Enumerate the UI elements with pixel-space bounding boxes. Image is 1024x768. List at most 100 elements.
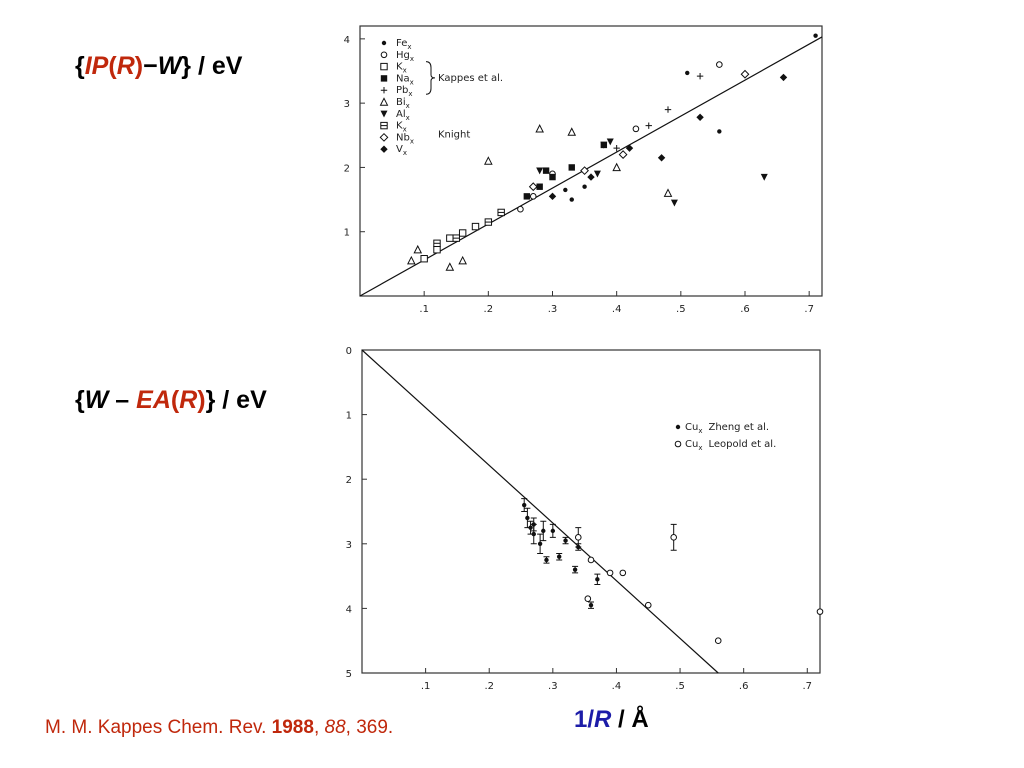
x-tick-label: .4 <box>612 681 622 692</box>
data-point <box>644 601 652 609</box>
data-point <box>645 122 652 129</box>
x-tick-label: .7 <box>803 681 813 692</box>
data-point <box>584 595 592 603</box>
data-point <box>550 528 556 534</box>
data-point <box>445 262 455 271</box>
data-point <box>587 173 595 181</box>
legend-marker <box>380 110 388 118</box>
x-tick-label: .4 <box>612 304 622 315</box>
data-point <box>600 141 608 149</box>
data-point <box>433 246 441 254</box>
legend-group-kappes: Kappes et al. <box>438 73 503 84</box>
legend-marker <box>380 145 388 153</box>
data-point <box>569 197 574 202</box>
data-point <box>484 218 493 226</box>
data-point <box>452 234 460 242</box>
data-point <box>618 150 628 159</box>
legend-subscript: x <box>410 137 414 145</box>
legend-subscript: x <box>410 78 414 86</box>
data-point <box>471 222 480 231</box>
data-point <box>568 164 575 171</box>
x-tick-label: .5 <box>675 681 685 692</box>
data-point <box>606 569 614 577</box>
plot-frame <box>359 25 823 297</box>
data-point <box>670 534 677 541</box>
y-tick-label: 4 <box>346 604 352 615</box>
data-point <box>663 188 673 197</box>
legend-subscript: x <box>403 126 407 134</box>
fit-line <box>361 349 719 674</box>
data-point <box>664 106 672 113</box>
citation: M. M. Kappes Chem. Rev. 1988, 88, 369. <box>45 717 394 738</box>
data-point <box>619 569 627 577</box>
data-point <box>528 525 533 530</box>
series-hg <box>517 61 723 213</box>
plot-frame <box>361 349 821 674</box>
data-point <box>595 577 600 582</box>
series-nb <box>528 69 750 192</box>
top-chart-ylabel: {IP(R)−W} / eV <box>75 52 243 80</box>
legend-label: Cux Zheng et al. <box>685 422 769 435</box>
legend-label: Nbx <box>396 132 414 145</box>
data-point <box>458 229 467 237</box>
series-zheng-et-al- <box>521 498 601 609</box>
data-point <box>556 554 562 559</box>
data-point <box>544 557 549 563</box>
legend-brace <box>425 61 436 95</box>
legend-label: Nax <box>396 73 414 86</box>
data-point <box>657 154 666 162</box>
data-point <box>523 193 531 200</box>
y-tick-label: 3 <box>344 99 350 110</box>
y-tick-label: 3 <box>346 540 352 551</box>
data-point <box>813 33 818 38</box>
x-tick-label: .3 <box>548 681 558 692</box>
x-tick-label: .7 <box>804 304 814 315</box>
data-point <box>574 534 582 541</box>
data-point <box>548 192 557 201</box>
legend-marker <box>380 62 388 71</box>
data-point <box>760 173 768 181</box>
data-point <box>433 239 441 247</box>
x-tick-label: .5 <box>676 304 686 315</box>
series-pb <box>613 72 704 152</box>
legend-subscript: x <box>410 55 414 63</box>
legend-marker <box>380 121 388 130</box>
data-point <box>588 602 594 608</box>
data-point <box>525 515 530 521</box>
legend-author: Leopold et al. <box>708 439 776 450</box>
y-tick-label: 5 <box>346 669 352 680</box>
y-tick-label: 4 <box>344 35 350 46</box>
legend-subscript: x <box>403 149 407 157</box>
series-k <box>420 222 480 263</box>
data-point <box>582 184 587 189</box>
data-point <box>537 541 543 546</box>
legend-label: Vx <box>396 144 407 157</box>
y-tick-label: 1 <box>344 228 350 239</box>
legend-marker <box>379 132 389 142</box>
series-fe <box>563 33 818 202</box>
data-point <box>535 124 544 133</box>
data-point <box>420 255 428 263</box>
x-tick-label: .2 <box>484 304 494 315</box>
data-point <box>613 144 620 152</box>
data-point <box>542 167 550 174</box>
legend-marker <box>674 440 682 448</box>
legend-label: Kx <box>396 62 407 75</box>
legend-label: Hgx <box>396 50 414 63</box>
series-leopold-et-al- <box>574 523 824 645</box>
data-point <box>517 205 524 213</box>
data-point <box>536 183 543 190</box>
data-point <box>529 193 537 200</box>
legend-label: Cux Leopold et al. <box>685 439 776 452</box>
data-point <box>567 127 577 136</box>
data-point <box>779 73 788 82</box>
legend-subscript: x <box>406 114 410 122</box>
data-point <box>612 162 621 172</box>
series-bi <box>407 124 673 271</box>
data-point <box>522 502 527 508</box>
legend-subscript: x <box>408 90 412 98</box>
legend-subscript: x <box>406 102 410 110</box>
x-tick-label: .6 <box>740 304 750 315</box>
data-point <box>717 129 722 134</box>
